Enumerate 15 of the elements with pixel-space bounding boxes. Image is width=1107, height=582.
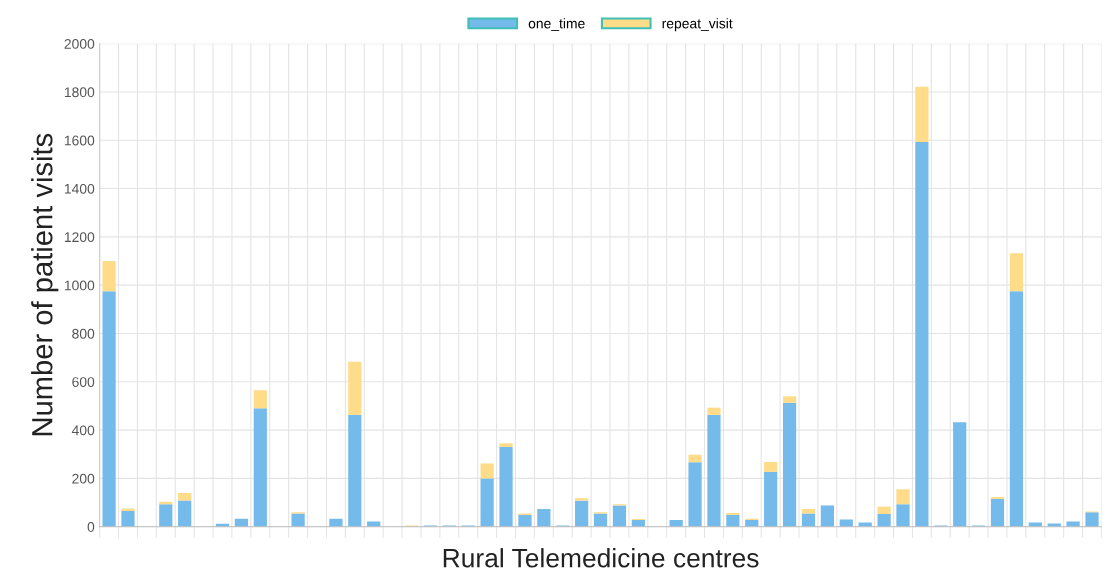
y-tick-label: 1400 xyxy=(64,183,95,194)
y-tick-label: 0 xyxy=(87,522,95,532)
y-axis-title: Number of patient visits xyxy=(31,133,59,436)
y-tick-label: 1000 xyxy=(64,280,95,291)
y-tick-label: 800 xyxy=(72,328,95,339)
y-tick-label: 1200 xyxy=(64,232,95,243)
x-axis-title: Rural Telemedicine centres xyxy=(443,548,759,568)
y-tick-label: 1800 xyxy=(64,87,95,98)
y-tick-label: 200 xyxy=(72,473,95,484)
y-tick-label: 400 xyxy=(71,425,95,436)
legend-label: one_time xyxy=(528,18,585,32)
y-tick-label: 1600 xyxy=(64,135,95,146)
legend-label: repeat_visit xyxy=(662,18,733,32)
y-tick-label: 2000 xyxy=(64,38,95,49)
y-tick-label: 600 xyxy=(72,377,95,387)
